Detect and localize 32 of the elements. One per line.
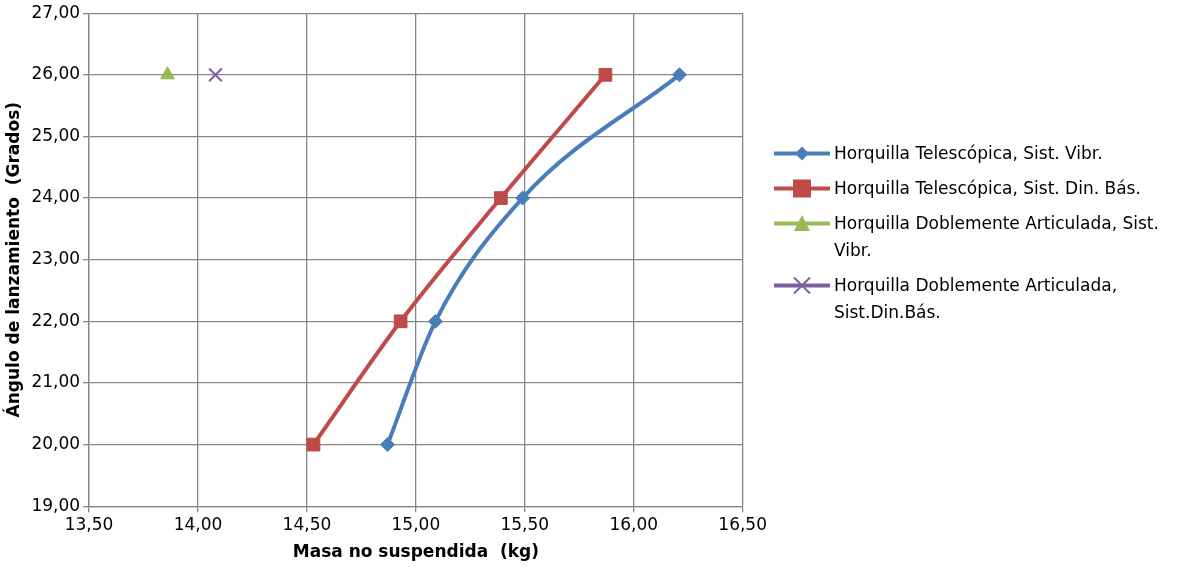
point — [208, 67, 223, 83]
legend-label: Horquilla Telescópica, Sist. Din. Bás. — [834, 177, 1141, 200]
x-tick-label: 15,50 — [500, 513, 550, 534]
x-tick-label: 15,00 — [391, 513, 441, 534]
y-tick-label: 26,00 — [31, 63, 81, 84]
point — [306, 437, 321, 452]
legend-label: Horquilla Doblemente Articulada, Sist.Din.Bás. — [834, 274, 1119, 324]
legend-label: Horquilla Doblemente Articulada, Sist. Vibr. — [834, 212, 1160, 262]
point — [493, 191, 508, 205]
point — [671, 67, 687, 83]
y-axis-title: Ángulo de lanzamiento (Grados) — [1, 101, 23, 418]
x-tick-label: 14,00 — [173, 513, 223, 534]
x-tick-label: 16,50 — [718, 513, 767, 534]
x-tick-label: 14,50 — [282, 513, 332, 534]
point — [160, 66, 175, 80]
y-tick-label: 20,00 — [31, 433, 81, 453]
point — [515, 190, 531, 206]
x-tick-label: 16,00 — [609, 513, 659, 534]
y-tick-label: 19,00 — [31, 494, 81, 515]
point — [380, 437, 396, 453]
y-tick-label: 22,00 — [31, 309, 81, 330]
y-tick-label: 21,00 — [31, 371, 81, 392]
y-tick-label: 23,00 — [31, 248, 81, 269]
legend-label: Horquilla Telescópica, Sist. Vibr. — [834, 142, 1103, 165]
y-tick-label: 27,00 — [31, 1, 81, 22]
point — [393, 314, 408, 329]
x-axis-title: Masa no suspendida (kg) — [292, 541, 539, 562]
x-tick-label: 13,50 — [64, 513, 114, 534]
point — [427, 313, 443, 329]
point — [598, 67, 613, 82]
y-tick-label: 24,00 — [31, 186, 81, 207]
y-tick-label: 25,00 — [31, 124, 81, 145]
